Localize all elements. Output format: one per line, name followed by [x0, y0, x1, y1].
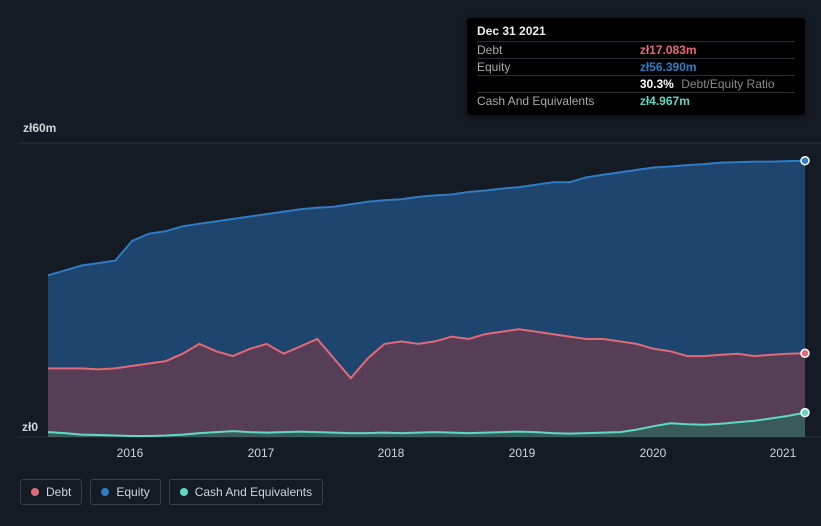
x-tick-2016: 2016: [117, 446, 144, 460]
tooltip-row-label: Cash And Equivalents: [477, 93, 640, 110]
y-tick-top: zł60m: [23, 121, 56, 135]
tooltip-row-label: [477, 76, 640, 93]
equity-swatch-icon: [101, 488, 109, 496]
cash-swatch-icon: [180, 488, 188, 496]
x-tick-2018: 2018: [378, 446, 405, 460]
legend-label: Debt: [46, 485, 71, 499]
debt-swatch-icon: [31, 488, 39, 496]
x-tick-2019: 2019: [509, 446, 536, 460]
y-tick-bottom: zł0: [22, 420, 38, 434]
legend-item-cash[interactable]: Cash And Equivalents: [169, 479, 323, 505]
tooltip-row-label: Debt: [477, 42, 640, 59]
tooltip-date: Dec 31 2021: [477, 24, 795, 41]
end-marker-equity: [801, 157, 809, 165]
legend-label: Cash And Equivalents: [195, 485, 312, 499]
legend-label: Equity: [116, 485, 149, 499]
legend-item-equity[interactable]: Equity: [90, 479, 160, 505]
tooltip-row-value: zł17.083m: [640, 43, 697, 57]
tooltip-row-value: 30.3%: [640, 77, 674, 91]
legend-item-debt[interactable]: Debt: [20, 479, 82, 505]
tooltip-row-label: Equity: [477, 59, 640, 76]
tooltip-row-value: zł56.390m: [640, 60, 697, 74]
chart-legend: Debt Equity Cash And Equivalents: [20, 479, 323, 505]
chart-tooltip: Dec 31 2021 Debtzł17.083mEquityzł56.390m…: [467, 18, 805, 115]
x-tick-2017: 2017: [248, 446, 275, 460]
x-tick-2020: 2020: [640, 446, 667, 460]
chart-container: { "chart": { "type": "area-line", "backg…: [0, 0, 821, 526]
tooltip-row-value: zł4.967m: [640, 94, 690, 108]
x-tick-2021: 2021: [770, 446, 797, 460]
end-marker-cash: [801, 409, 809, 417]
end-marker-debt: [801, 349, 809, 357]
tooltip-row-extra: Debt/Equity Ratio: [674, 77, 775, 91]
